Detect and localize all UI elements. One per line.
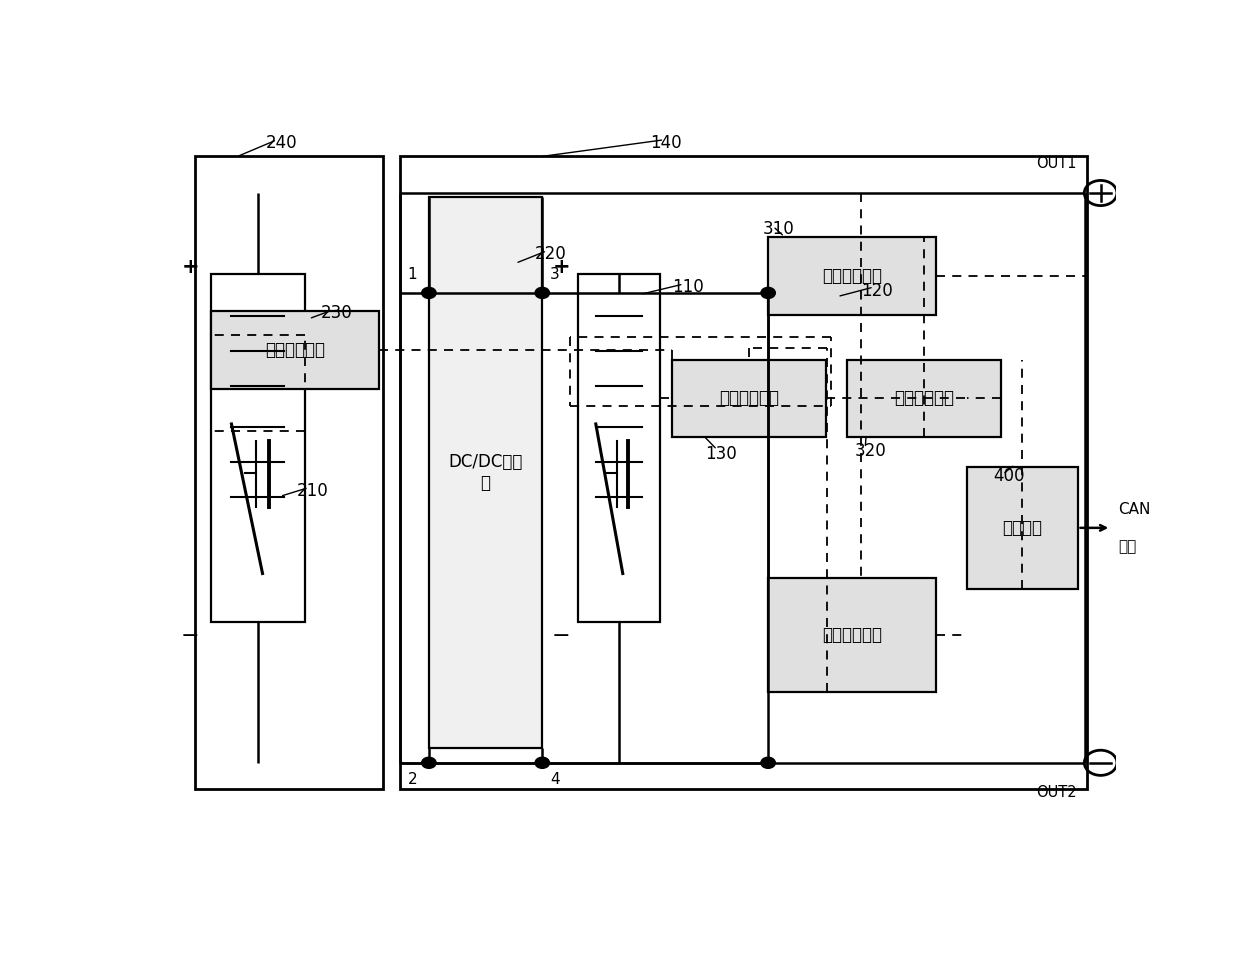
- Text: 230: 230: [320, 304, 352, 322]
- Text: 110: 110: [672, 278, 704, 296]
- Bar: [672, 359, 826, 437]
- Bar: [847, 359, 1001, 437]
- Bar: [967, 467, 1078, 589]
- Text: 4: 4: [551, 773, 559, 787]
- Text: 控制单元: 控制单元: [1002, 519, 1043, 537]
- Text: 240: 240: [265, 134, 298, 152]
- Text: 网络: 网络: [1118, 539, 1136, 554]
- Circle shape: [422, 287, 436, 299]
- Circle shape: [422, 757, 436, 769]
- Circle shape: [761, 757, 775, 769]
- Text: +: +: [553, 257, 570, 277]
- Text: 第一检测单元: 第一检测单元: [719, 389, 779, 407]
- Text: 320: 320: [854, 442, 887, 460]
- Text: 2: 2: [408, 773, 418, 787]
- Circle shape: [536, 287, 549, 299]
- Bar: [196, 156, 383, 789]
- Circle shape: [761, 287, 775, 299]
- Text: 1: 1: [408, 267, 418, 282]
- Text: 公共开关单元: 公共开关单元: [822, 267, 882, 285]
- Text: 310: 310: [763, 220, 794, 238]
- Bar: [211, 311, 379, 389]
- Text: 3: 3: [551, 267, 559, 282]
- Text: OUT2: OUT2: [1035, 785, 1076, 800]
- Text: 210: 210: [298, 481, 329, 500]
- Text: −: −: [552, 626, 570, 646]
- Bar: [768, 578, 936, 693]
- Text: DC/DC转换
器: DC/DC转换 器: [449, 453, 523, 492]
- Text: 220: 220: [534, 245, 567, 262]
- Bar: [768, 237, 936, 315]
- Bar: [401, 156, 1087, 789]
- Text: 400: 400: [993, 467, 1024, 484]
- Text: 140: 140: [650, 134, 682, 152]
- Text: 第二检测单元: 第二检测单元: [265, 341, 325, 359]
- Text: 第一开关单元: 第一开关单元: [822, 627, 882, 644]
- Text: +: +: [181, 257, 200, 277]
- Text: CAN: CAN: [1118, 502, 1151, 517]
- Text: −: −: [181, 626, 200, 646]
- Text: 公共检测单元: 公共检测单元: [894, 389, 954, 407]
- Bar: [578, 275, 660, 622]
- Text: OUT1: OUT1: [1037, 156, 1076, 171]
- Bar: [211, 275, 305, 622]
- Bar: [429, 197, 542, 748]
- Text: 130: 130: [704, 445, 737, 462]
- Circle shape: [536, 757, 549, 769]
- Text: 120: 120: [862, 282, 893, 300]
